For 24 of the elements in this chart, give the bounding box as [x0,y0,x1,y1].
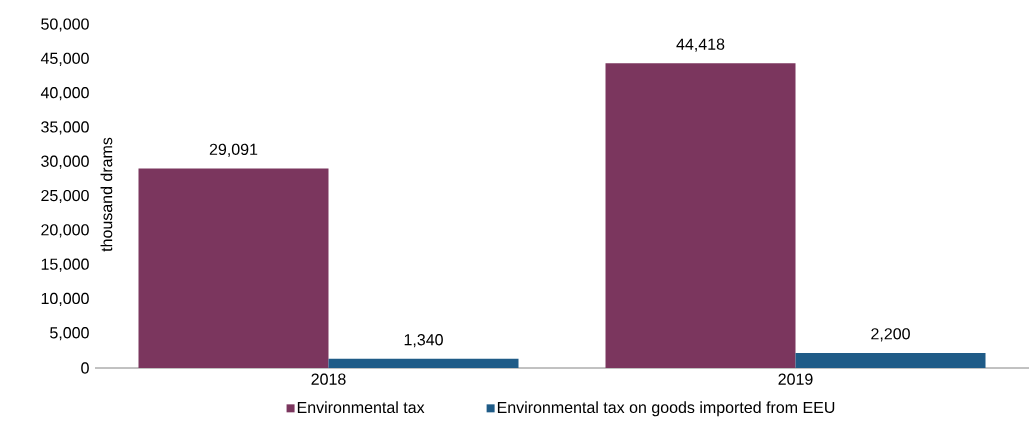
y-tick-label: 40,000 [40,86,89,101]
data-label: 1,340 [404,334,443,348]
bar [795,352,986,368]
bar [328,358,519,368]
y-tick-label: 5,000 [50,327,89,341]
x-tick-label: 2019 [778,373,813,385]
y-tick-label: 45,000 [40,52,89,66]
bar [605,63,796,368]
y-tick-label: 50,000 [41,18,89,32]
legend-label: Environmental tax [297,401,425,414]
x-tick-label: 2018 [311,373,346,385]
bar [138,168,329,368]
data-label: 29,091 [209,143,258,157]
y-tick-label: 15,000 [41,258,89,272]
y-tick-label: 35,000 [41,121,89,135]
y-tick-label: 10,000 [41,292,89,307]
y-tick-label: 0 [81,362,89,374]
data-label: 2,200 [871,328,910,342]
y-tick-label: 25,000 [41,189,89,204]
y-axis-title: thousand drams [100,137,113,252]
legend-label: Environmental tax on goods imported from EEU [497,401,835,417]
y-tick-label: 30,000 [41,155,89,169]
data-label: 44,418 [676,38,725,52]
y-tick-label: 20,000 [41,224,89,238]
